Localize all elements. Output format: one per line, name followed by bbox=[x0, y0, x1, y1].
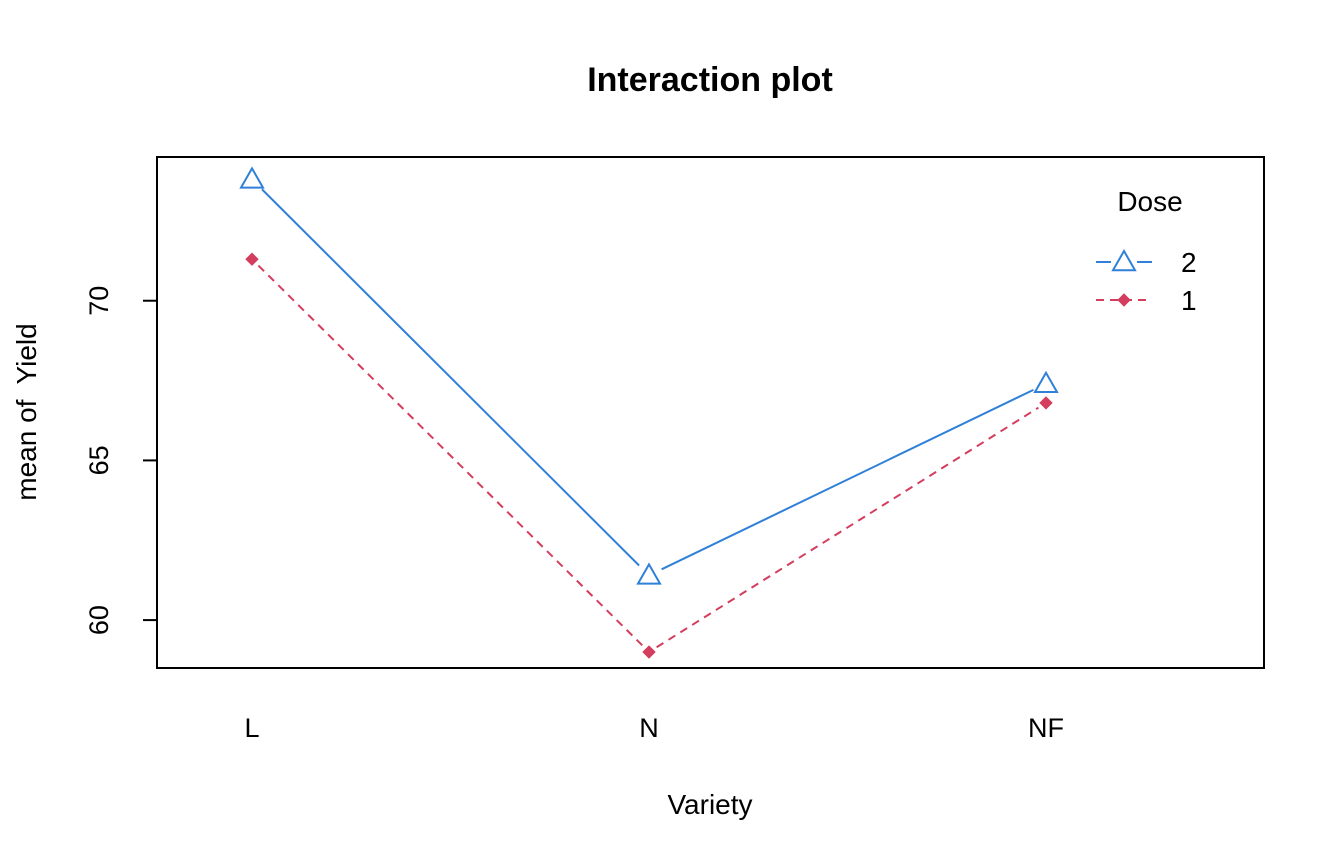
legend-item-1: 1 bbox=[1096, 285, 1197, 316]
series-1-segment bbox=[257, 264, 644, 647]
series-1-point bbox=[1039, 396, 1053, 410]
x-tick-label: NF bbox=[1028, 713, 1064, 743]
series-1-point bbox=[245, 252, 259, 266]
x-axis-label: Variety bbox=[667, 789, 752, 820]
series-2-segment bbox=[261, 188, 640, 567]
series-2 bbox=[239, 166, 1059, 585]
series-1 bbox=[245, 252, 1053, 659]
legend-item-2: 2 bbox=[1096, 247, 1197, 278]
y-tick-label: 70 bbox=[84, 286, 114, 316]
legend-marker bbox=[1117, 293, 1131, 307]
series-layer bbox=[239, 166, 1059, 659]
legend: Dose 2 1 bbox=[1096, 186, 1197, 316]
series-2-point bbox=[1033, 370, 1059, 394]
legend-label: 1 bbox=[1181, 285, 1197, 316]
y-tick-label: 65 bbox=[84, 445, 114, 475]
x-axis: L N NF bbox=[244, 713, 1064, 743]
series-2-point bbox=[239, 166, 265, 189]
series-1-segment bbox=[656, 406, 1039, 649]
x-tick-label: L bbox=[244, 713, 259, 743]
y-axis: 60 65 70 bbox=[84, 286, 158, 635]
y-tick-label: 60 bbox=[84, 605, 114, 635]
legend-label: 2 bbox=[1181, 247, 1197, 278]
chart-title: Interaction plot bbox=[587, 61, 833, 99]
x-tick-label: N bbox=[639, 713, 659, 743]
plot-frame bbox=[156, 156, 1265, 669]
legend-marker bbox=[1111, 248, 1137, 272]
series-1-point bbox=[642, 645, 656, 659]
series-2-segment bbox=[661, 388, 1034, 571]
y-axis-label: mean of Yield bbox=[11, 323, 42, 500]
series-2-point bbox=[636, 562, 662, 585]
legend-title: Dose bbox=[1117, 186, 1182, 217]
